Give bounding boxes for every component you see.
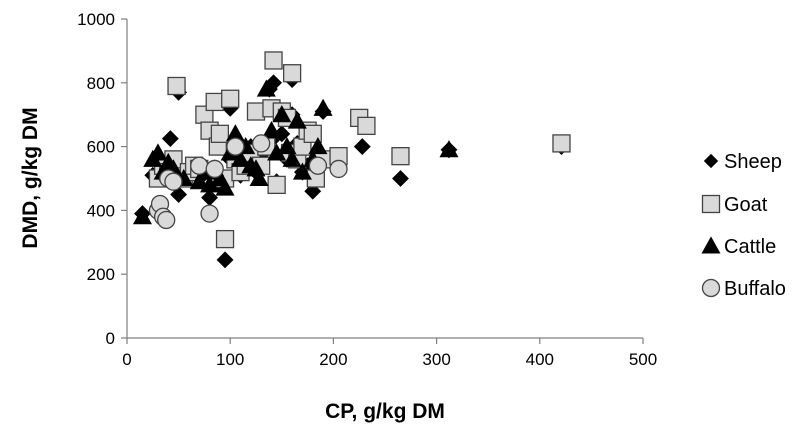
axes bbox=[126, 19, 643, 339]
goat-data-point bbox=[303, 124, 322, 143]
cattle-legend-label: Cattle bbox=[724, 236, 776, 258]
x-tick-label: 0 bbox=[122, 350, 131, 369]
data-points bbox=[132, 51, 571, 269]
buffalo-data-point bbox=[164, 172, 183, 191]
y-tick-label: 200 bbox=[87, 265, 115, 284]
goat-data-point bbox=[215, 229, 235, 249]
buffalo-data-point bbox=[205, 159, 224, 179]
legend: Sheep Goat Cattle Buffalo bbox=[701, 151, 786, 300]
x-axis-title: CP, g/kg DM bbox=[325, 400, 445, 423]
cattle-data-point bbox=[313, 98, 333, 116]
goat-data-point bbox=[282, 64, 302, 83]
buffalo-data-point bbox=[190, 156, 209, 175]
cattle-data-point bbox=[249, 168, 269, 186]
sheep-data-point bbox=[392, 170, 409, 187]
y-tick-label: 0 bbox=[106, 329, 115, 348]
sheep-data-point bbox=[216, 251, 234, 269]
goat-legend-marker bbox=[701, 194, 721, 214]
cattle-data-point bbox=[282, 149, 302, 167]
goat-data-point bbox=[357, 116, 376, 136]
y-axis-ticks: 0 200 400 600 800 1000 bbox=[77, 10, 127, 348]
cattle-data-point bbox=[439, 140, 459, 158]
cattle-data-point bbox=[308, 136, 328, 155]
y-tick-label: 600 bbox=[87, 138, 115, 157]
y-axis-title: DMD, g/kg DM bbox=[19, 107, 42, 248]
sheep-data-point bbox=[161, 130, 179, 148]
buffalo-data-point bbox=[226, 137, 245, 156]
x-tick-label: 400 bbox=[526, 350, 554, 369]
cattle-data-point bbox=[287, 111, 307, 129]
y-tick-label: 400 bbox=[87, 201, 115, 220]
cattle-data-point bbox=[215, 178, 235, 196]
sheep-legend-marker bbox=[703, 153, 719, 169]
x-tick-label: 300 bbox=[422, 350, 450, 369]
buffalo-data-point bbox=[157, 210, 176, 230]
cattle-data-point bbox=[231, 149, 251, 167]
goat-legend-label: Goat bbox=[724, 194, 768, 216]
cattle-data-point bbox=[277, 136, 297, 155]
goat-data-point bbox=[267, 175, 286, 195]
cattle-data-point bbox=[189, 172, 209, 190]
x-tick-label: 500 bbox=[629, 350, 657, 369]
y-tick-label: 800 bbox=[87, 74, 115, 93]
goat-data-point bbox=[391, 147, 410, 166]
buffalo-legend-marker bbox=[701, 278, 721, 298]
buffalo-data-point bbox=[308, 156, 328, 175]
x-axis-ticks: 0 100 200 300 400 500 bbox=[122, 338, 657, 369]
cattle-data-point bbox=[148, 143, 168, 161]
buffalo-data-point bbox=[200, 204, 219, 223]
y-tick-label: 1000 bbox=[77, 10, 115, 29]
x-tick-label: 200 bbox=[319, 350, 347, 369]
cattle-legend-marker bbox=[701, 236, 721, 254]
goat-data-point bbox=[264, 51, 283, 70]
goat-data-point bbox=[167, 76, 186, 96]
goat-data-point bbox=[205, 92, 224, 112]
goat-data-point bbox=[246, 102, 266, 121]
sheep-data-point bbox=[353, 138, 371, 156]
x-tick-label: 100 bbox=[216, 350, 244, 369]
goat-data-point bbox=[221, 89, 240, 108]
cattle-data-point bbox=[256, 79, 276, 97]
cattle-data-point bbox=[132, 207, 152, 225]
goat-data-point bbox=[210, 124, 230, 143]
goat-data-point bbox=[552, 134, 571, 153]
buffalo-data-point bbox=[329, 159, 348, 179]
cattle-data-point bbox=[292, 162, 312, 180]
buffalo-data-point bbox=[252, 134, 271, 153]
sheep-legend-label: Sheep bbox=[724, 151, 782, 173]
cattle-data-point bbox=[261, 121, 281, 139]
buffalo-legend-label: Buffalo bbox=[724, 278, 786, 300]
cattle-data-point bbox=[272, 105, 292, 123]
